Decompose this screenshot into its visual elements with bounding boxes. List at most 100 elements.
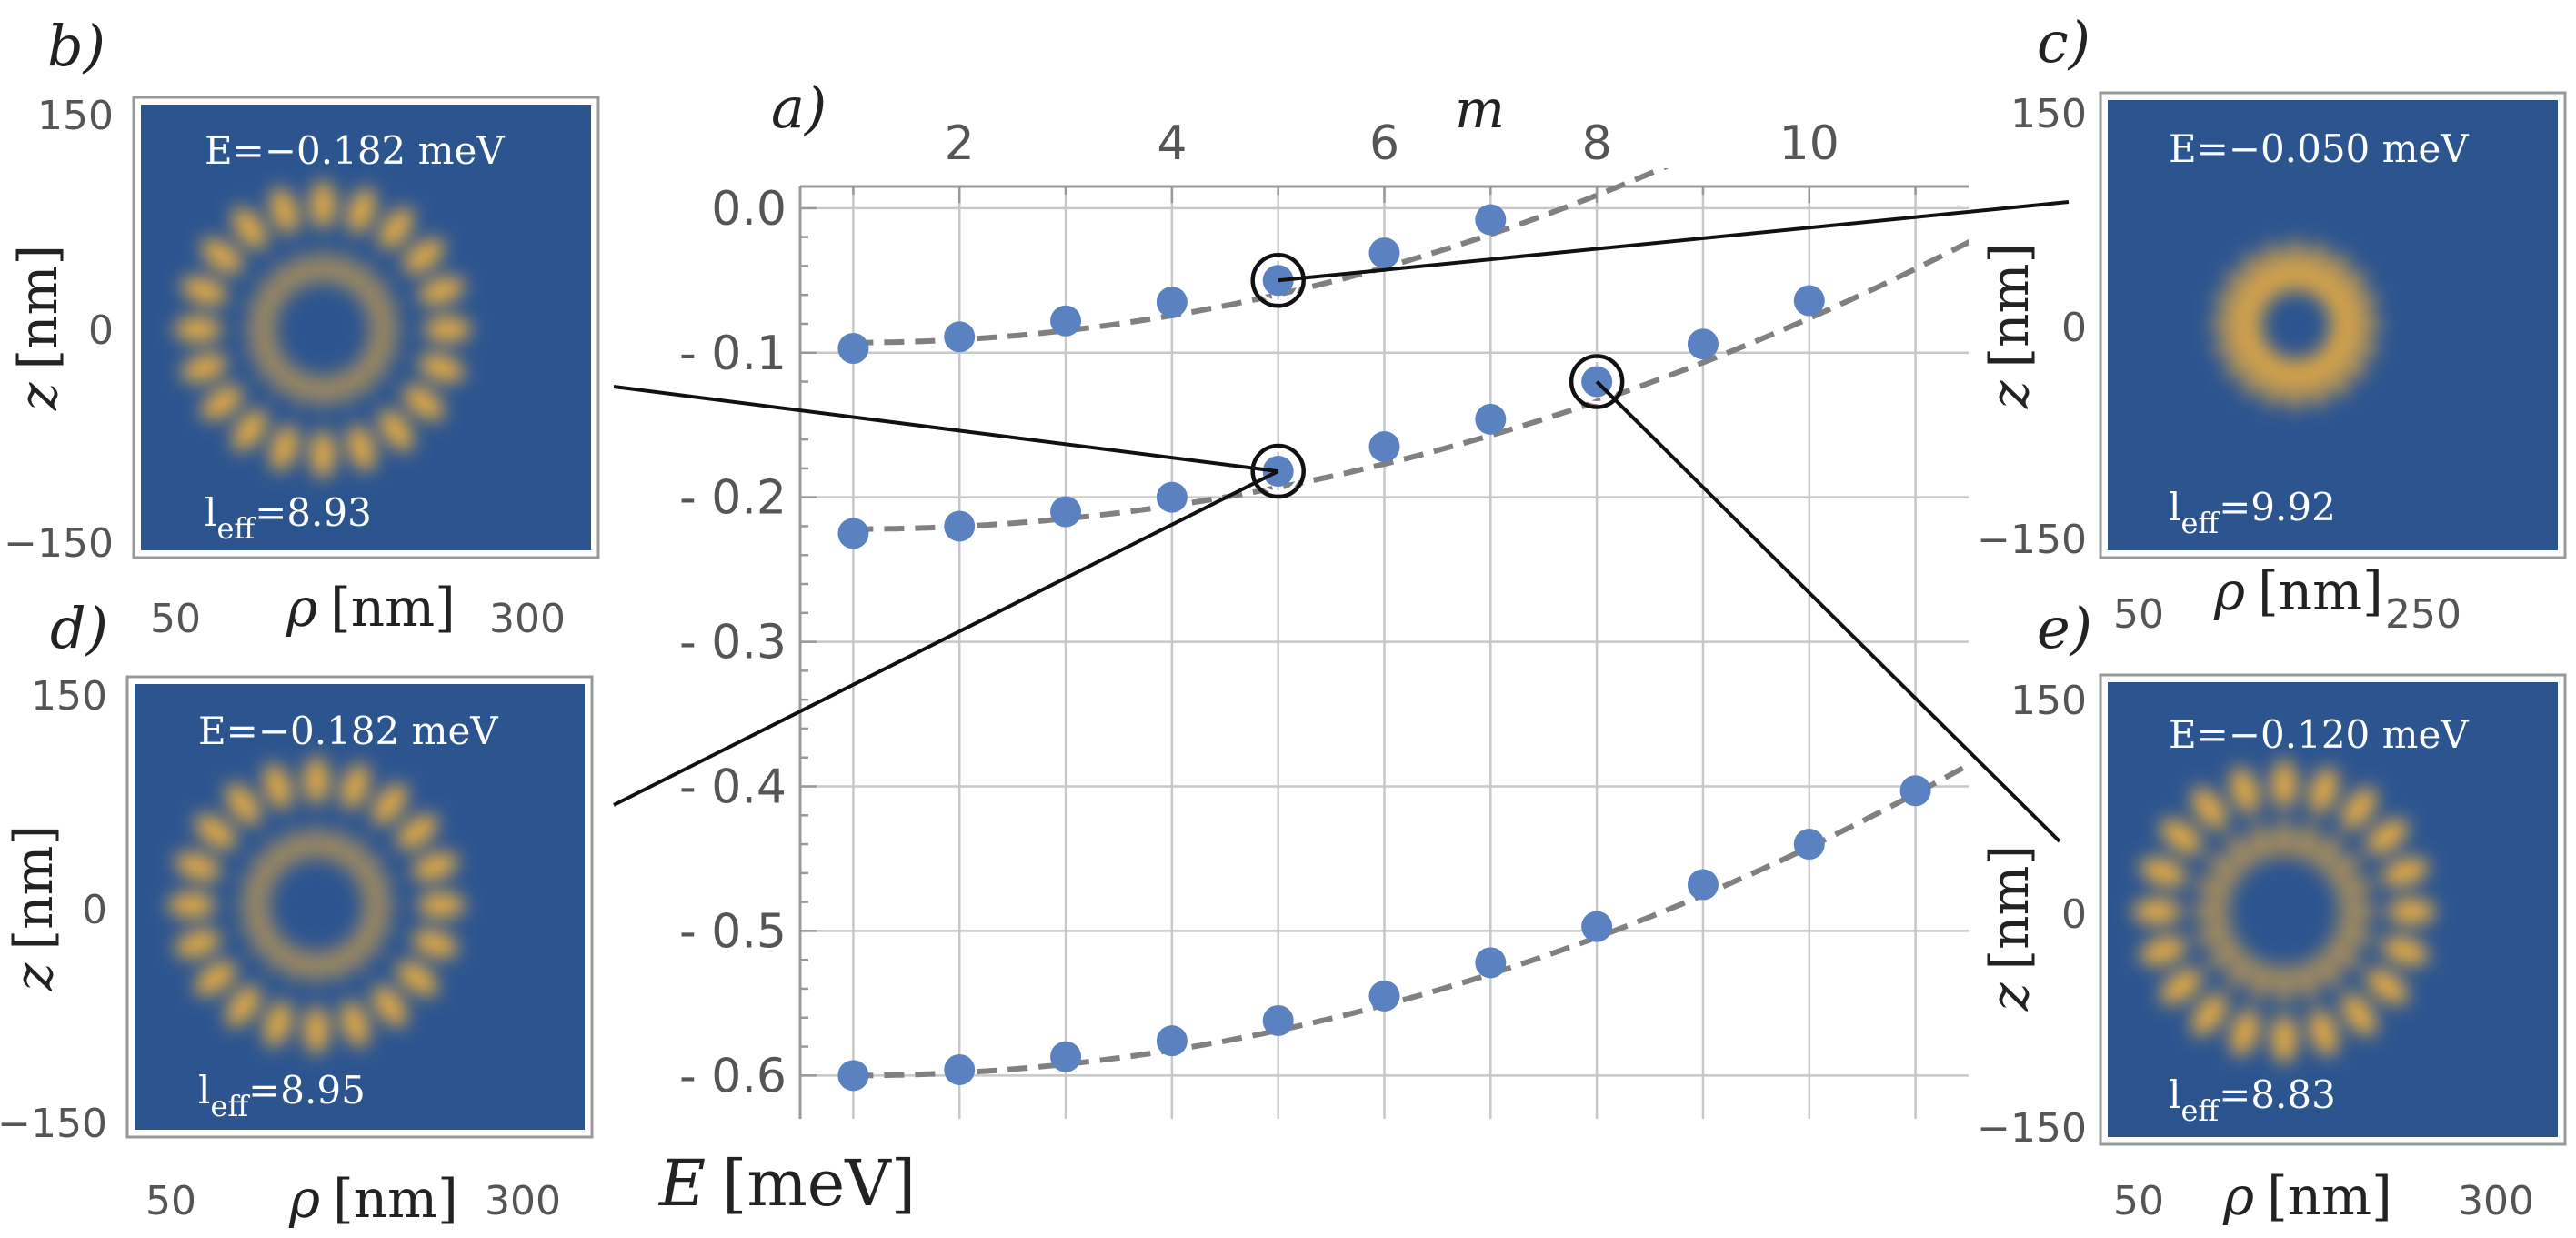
heatmap-density	[174, 180, 472, 478]
density-lobe	[2381, 936, 2429, 965]
density-lobe	[378, 409, 414, 451]
y-axis-unit: [meV]	[722, 1146, 916, 1221]
density-lobe	[2140, 936, 2187, 965]
highlight-ring	[1569, 354, 1625, 409]
density-lobe	[347, 365, 371, 395]
density-lobe	[341, 763, 369, 810]
density-lobe	[372, 783, 407, 825]
data-point	[1156, 1025, 1188, 1057]
heatmap-background	[2108, 682, 2558, 1137]
density-lobe	[2326, 295, 2379, 318]
panel-frame	[2099, 91, 2567, 559]
x-tick-label: 300	[2458, 1178, 2534, 1224]
y-axis-symbol: E	[657, 1146, 706, 1221]
density-lobe	[2288, 357, 2304, 412]
x-axis-label: ρ [nm]	[286, 577, 456, 639]
density-lobe	[347, 187, 376, 234]
density-lobe	[240, 915, 274, 933]
panel-frame	[125, 675, 594, 1139]
connector-line	[613, 385, 1278, 474]
connector-lines	[613, 200, 2070, 843]
data-point	[944, 510, 976, 542]
density-lobe	[2208, 855, 2242, 882]
density-lobe	[417, 892, 466, 918]
density-lobe	[2321, 342, 2367, 377]
density-lobe	[2228, 835, 2255, 870]
density-lobe	[175, 852, 221, 881]
connector-line	[613, 469, 1279, 807]
density-lobe	[251, 930, 281, 953]
density-lobe	[2313, 835, 2340, 870]
fit-curve	[853, 168, 1669, 346]
y-axis-label: z[nm]	[1979, 243, 2040, 409]
density-lobe	[2191, 903, 2231, 920]
density-lobe	[358, 281, 388, 305]
density-lobe	[195, 961, 236, 996]
density-lobe	[359, 915, 393, 933]
density-lobe	[2309, 767, 2338, 814]
density-lobe	[2195, 879, 2234, 900]
data-point	[1475, 947, 1507, 979]
density-lobe	[2225, 272, 2270, 307]
density-lobe	[270, 425, 298, 471]
energy-label: E=−0.050 meV	[2169, 126, 2469, 171]
density-lobe	[341, 840, 365, 870]
density-lobe	[232, 207, 267, 249]
density-lobe	[195, 814, 236, 850]
density-lobe	[246, 339, 280, 357]
fit-curve	[853, 238, 1969, 532]
y-tick-label: −150	[1977, 1105, 2087, 1152]
density-lobe	[316, 374, 330, 409]
panel-letter-e: e)	[2037, 595, 2092, 661]
y-tick-label: 0.0	[711, 182, 787, 237]
data-point	[1899, 775, 1931, 807]
x-axis-label: ρ [nm]	[2213, 560, 2383, 622]
density-lobe	[264, 1001, 292, 1047]
density-lobe	[2328, 317, 2383, 333]
density-lobe	[403, 238, 445, 274]
density-lobe	[2288, 237, 2304, 293]
highlight-ring	[1250, 253, 1306, 308]
connector-line	[1595, 380, 2061, 843]
density-lobe	[2251, 822, 2272, 861]
x-tick-label: 10	[1779, 116, 1839, 171]
density-lobe	[275, 264, 298, 294]
y-tick-label: - 0.2	[679, 471, 787, 526]
data-point	[1050, 1041, 1082, 1072]
density-lobe	[2243, 350, 2279, 396]
x-axis-label: ρ [nm]	[288, 1168, 458, 1230]
data-point	[1793, 829, 1825, 861]
density-lobe	[378, 207, 414, 249]
density-lobe	[2296, 961, 2317, 1001]
density-lobe	[361, 898, 396, 912]
density-lobe	[268, 941, 292, 971]
data-point	[944, 321, 976, 353]
energy-label: E=−0.182 meV	[205, 128, 505, 173]
y-tick-label: 150	[37, 93, 114, 139]
panel-letter-a: a)	[771, 75, 827, 141]
density-lobe	[418, 277, 465, 305]
x-tick-label: 4	[1157, 116, 1187, 171]
density-lobe	[347, 425, 376, 471]
y-axis-label: z[nm]	[3, 825, 65, 991]
density-lobe	[347, 264, 371, 294]
fit-curves	[853, 168, 1969, 1079]
density-lobe	[2230, 767, 2260, 814]
density-lobe	[396, 961, 438, 996]
density-lobe	[295, 372, 313, 406]
density-lobe	[2266, 355, 2290, 408]
data-points	[837, 204, 1931, 1092]
density-lobe	[358, 354, 388, 377]
x-tick-label: 50	[145, 1178, 196, 1224]
density-lobe	[372, 985, 407, 1027]
density-lobe	[326, 829, 345, 862]
data-point	[1050, 496, 1082, 528]
density-lobe	[232, 409, 267, 451]
density-lobe	[341, 941, 365, 971]
data-point	[1581, 911, 1613, 942]
data-point	[1050, 305, 1082, 337]
inset-panel-c: E=−0.050 meV leff=9.92 150 0 −150 50 250…	[1977, 9, 2567, 638]
x-axis-label: ρ [nm]	[2222, 1165, 2392, 1227]
density-lobe	[240, 877, 274, 895]
density-lobe	[2271, 1014, 2297, 1063]
